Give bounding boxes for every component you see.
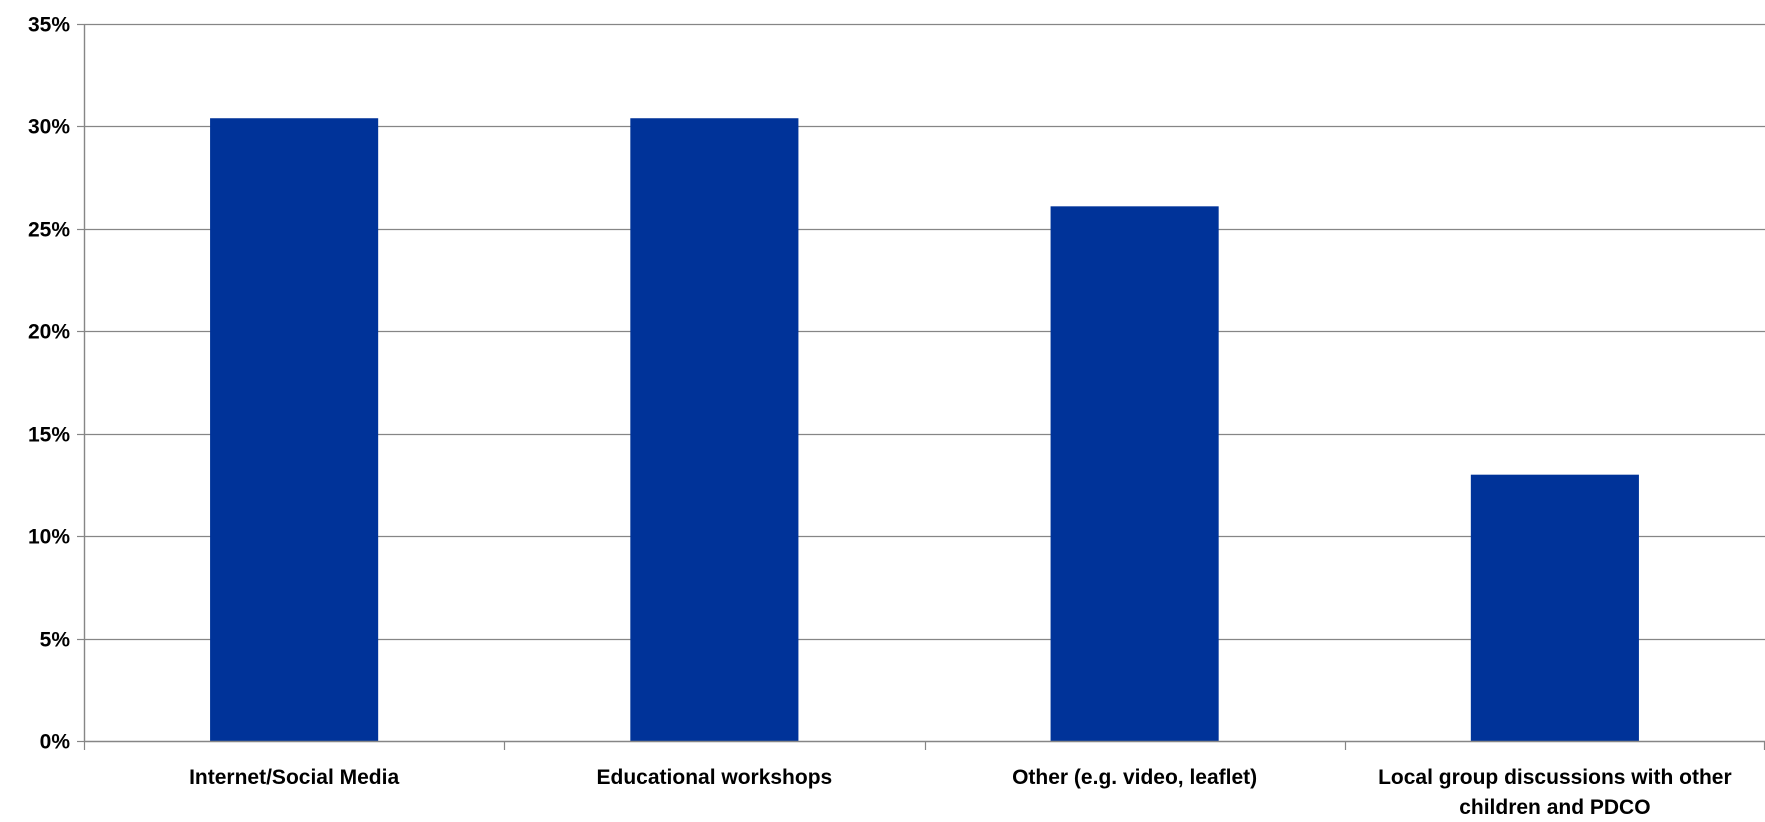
y-tick-label: 10% [28, 526, 70, 549]
y-tick-label: 0% [40, 731, 71, 754]
axes [77, 23, 1765, 750]
bar [1470, 474, 1639, 741]
bar [1050, 206, 1219, 741]
x-category-label: Other (e.g. video, leaflet) [1012, 766, 1257, 789]
x-category-label: Local group discussions with other childr… [1378, 766, 1732, 819]
y-tick-label: 35% [28, 14, 70, 37]
y-tick-label: 20% [28, 321, 70, 344]
y-tick-label: 25% [28, 219, 70, 242]
x-category-label: Internet/Social Media [189, 766, 399, 789]
bar [630, 118, 799, 742]
y-tick-label: 5% [40, 629, 71, 652]
y-tick-labels: 0% 5% 10% 15% 20% 25% 30% 35% [28, 14, 70, 754]
bar [210, 118, 379, 742]
y-tick-label: 15% [28, 424, 70, 447]
x-category-label: Educational workshops [597, 766, 833, 789]
y-tick-label: 30% [28, 116, 70, 139]
bars [210, 118, 1639, 742]
x-category-labels: Internet/Social Media Educational worksho… [189, 766, 1732, 819]
